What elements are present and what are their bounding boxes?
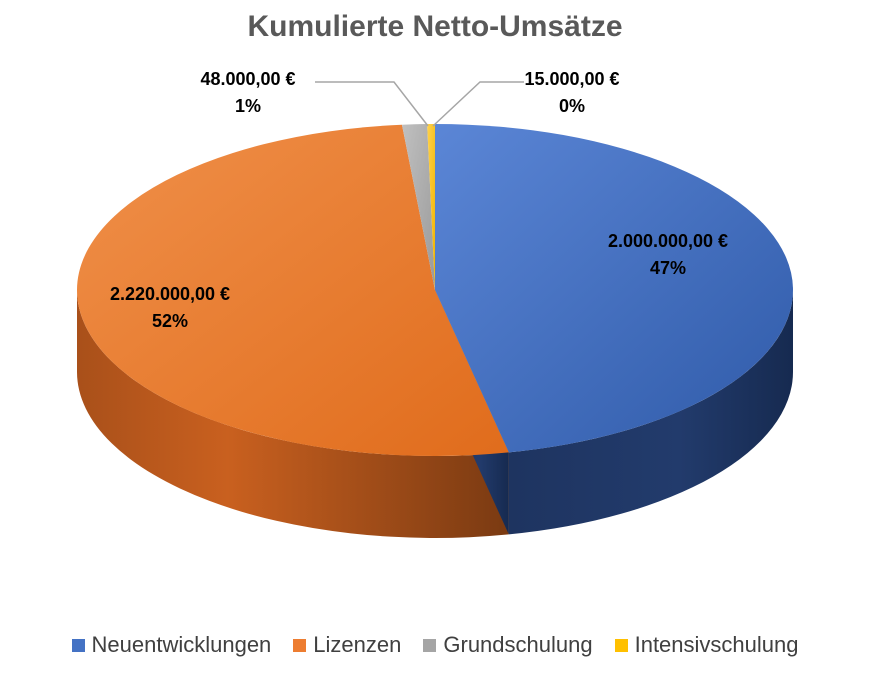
- data-label-value: 2.220.000,00 €: [109, 284, 231, 304]
- data-label-grundschulung: 48.000,00 € 1%: [200, 66, 295, 120]
- pie-slice-lizenzen: [76, 124, 509, 456]
- data-label-value: 15.000,00 €: [524, 69, 620, 89]
- leader-line-intensivschulung: [432, 81, 524, 127]
- data-label-percent: 0%: [558, 96, 585, 116]
- data-label-intensivschulung: 15.000,00 € 0%: [524, 66, 619, 120]
- pie-side-neuentwicklungen: [508, 290, 793, 535]
- data-label-percent: 47%: [649, 258, 687, 278]
- data-label-value: 2.000.000,00 €: [607, 231, 729, 251]
- data-label-value: 48.000,00 €: [200, 69, 296, 89]
- legend-label: Grundschulung: [443, 632, 593, 657]
- pie-slice-intensivschulung: [427, 124, 435, 290]
- legend-item-grundschulung: Grundschulung: [423, 632, 593, 658]
- data-label-neuentwicklungen: 2.000.000,00 € 47%: [608, 228, 728, 282]
- data-label-percent: 52%: [151, 311, 189, 331]
- pie-slice-neuentwicklungen: [435, 124, 793, 453]
- legend-item-neuentwicklungen: Neuentwicklungen: [71, 632, 272, 658]
- legend-swatch: [293, 638, 307, 652]
- legend-swatch: [614, 638, 628, 652]
- legend-label: Neuentwicklungen: [91, 632, 272, 657]
- chart-title: Kumulierte Netto-Umsätze: [247, 10, 623, 43]
- leader-line-grundschulung: [315, 81, 429, 127]
- legend-label: Intensivschulung: [634, 632, 799, 657]
- data-label-percent: 1%: [234, 96, 261, 116]
- legend-swatch: [71, 638, 85, 652]
- legend-item-intensivschulung: Intensivschulung: [614, 632, 799, 658]
- legend-swatch: [423, 638, 437, 652]
- legend: Neuentwicklungen Lizenzen Grundschulung Int…: [0, 632, 870, 658]
- legend-label: Lizenzen: [313, 632, 402, 657]
- legend-item-lizenzen: Lizenzen: [293, 632, 401, 658]
- pie-slice-grundschulung: [401, 124, 435, 290]
- data-label-lizenzen: 2.220.000,00 € 52%: [110, 281, 230, 335]
- pie-side-lizenzen: [77, 290, 509, 538]
